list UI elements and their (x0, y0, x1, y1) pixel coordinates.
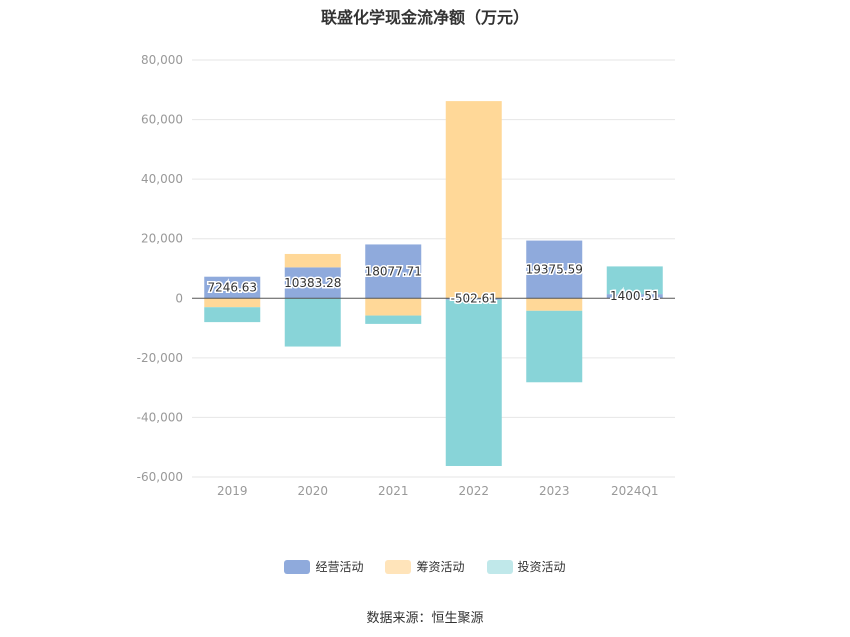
bar-segment-2[interactable] (445, 299, 502, 466)
y-tick-label: -20,000 (137, 351, 183, 365)
legend-label-operating: 经营活动 (315, 560, 364, 574)
x-tick-label: 2020 (297, 484, 328, 498)
x-tick-label: 2019 (217, 484, 248, 498)
data-label: 19375.59 (526, 262, 583, 276)
y-tick-label: -40,000 (137, 410, 183, 424)
data-label: 7246.63 (207, 280, 257, 294)
legend-swatch-financing (385, 559, 412, 574)
legend-item-investing[interactable]: 投资活动 (486, 558, 566, 575)
x-tick-label: 2022 (458, 484, 489, 498)
bar-segment-1[interactable] (445, 101, 502, 299)
bar-segment-0[interactable] (284, 267, 341, 299)
data-label: -502.61 (451, 291, 497, 305)
y-tick-label: 80,000 (141, 53, 183, 67)
bar-segment-2[interactable] (204, 307, 261, 323)
data-source: 数据来源：恒生聚源 (366, 611, 484, 626)
y-tick-label: 40,000 (141, 172, 183, 186)
x-tick-label: 2024Q1 (611, 484, 659, 498)
legend-item-financing[interactable]: 筹资活动 (385, 558, 465, 575)
bar-segment-0[interactable] (365, 244, 422, 299)
chart-title: 联盛化学现金流净额（万元） (320, 8, 529, 27)
bar-segment-0[interactable] (445, 298, 502, 300)
data-label: 18077.71 (365, 264, 422, 278)
x-tick-label: 2021 (378, 484, 409, 498)
bar-segment-0[interactable] (606, 294, 663, 299)
x-tick-label: 2023 (539, 484, 570, 498)
bar-segment-1[interactable] (526, 298, 583, 311)
y-tick-label: 60,000 (141, 113, 183, 127)
bar-segment-2[interactable] (365, 315, 422, 324)
bar-segment-2[interactable] (526, 310, 583, 383)
legend: 经营活动 筹资活动 投资活动 (0, 558, 850, 575)
bar-segment-2[interactable] (606, 266, 663, 295)
legend-label-investing: 投资活动 (517, 560, 566, 574)
y-tick-label: 0 (175, 291, 183, 305)
bar-segment-2[interactable] (284, 298, 341, 347)
bar-segment-1[interactable] (204, 298, 261, 308)
data-label: 1400.51 (610, 289, 660, 303)
y-tick-label: 20,000 (141, 232, 183, 246)
data-label: 10383.28 (284, 276, 341, 290)
legend-item-operating[interactable]: 经营活动 (284, 558, 363, 575)
bar-segment-0[interactable] (526, 240, 583, 299)
bar-segment-1[interactable] (284, 253, 341, 268)
legend-label-financing: 筹资活动 (416, 560, 465, 574)
legend-swatch-investing (486, 559, 513, 574)
legend-swatch-operating (284, 559, 311, 574)
bar-segment-0[interactable] (204, 276, 261, 299)
y-tick-label: -60,000 (137, 470, 183, 484)
bar-segment-1[interactable] (365, 298, 422, 316)
